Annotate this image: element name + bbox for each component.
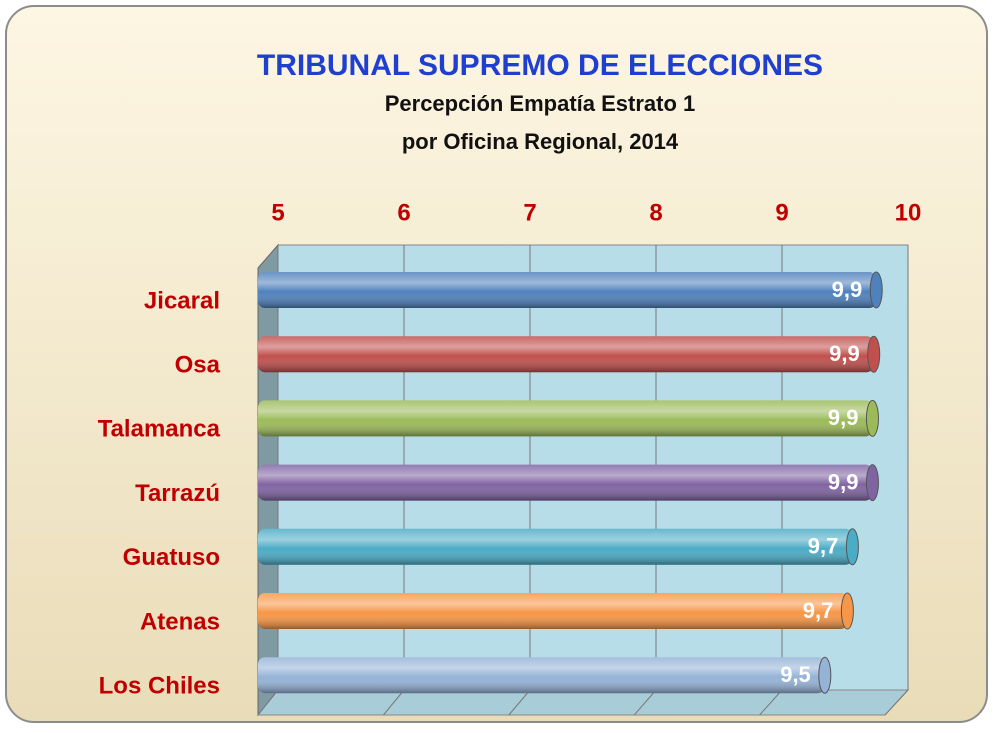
value-label: 9,5 [780,662,811,687]
x-tick-label: 5 [271,199,284,226]
x-tick-label: 6 [397,199,410,226]
grid-line [257,689,279,716]
bar-cap [865,464,879,502]
value-label: 9,9 [828,405,859,430]
grid-line [759,689,783,716]
bar-shine [258,272,877,308]
grid-line [508,689,531,716]
y-tick-label: Jicaral [144,287,220,314]
value-label: 9,7 [803,598,834,623]
bar-shine [258,593,848,629]
y-tick-label: Guatuso [123,544,220,571]
bar-shine [258,657,825,694]
y-tick-label: Talamanca [98,416,221,443]
x-tick-label: 10 [895,199,922,226]
bar-shine [258,400,873,437]
bar-cap [818,656,832,694]
value-label: 9,7 [808,534,839,559]
grid-line [633,689,657,716]
y-tick-label: Los Chiles [99,673,220,700]
bar-shine [258,464,873,501]
floor [256,689,910,716]
bar-cap [865,399,879,437]
bar-shine [258,336,874,373]
grid-line [884,689,909,716]
x-tick-label: 9 [775,199,788,226]
x-tick-label: 7 [523,199,536,226]
bar-cap [845,528,859,566]
value-label: 9,9 [829,341,860,366]
value-label: 9,9 [832,277,863,302]
bar-cap [840,592,854,630]
bar-cap [867,335,881,373]
bar-cap [869,271,883,309]
value-label: 9,9 [828,469,859,494]
bar-shine [258,528,853,565]
chart-subtitle: Percepción Empatía Estrato 1 [385,91,696,116]
grid-line [383,689,405,716]
x-tick-label: 8 [649,199,662,226]
chart-title: TRIBUNAL SUPREMO DE ELECCIONES [257,49,823,82]
y-tick-label: Atenas [140,608,220,635]
y-tick-label: Tarrazú [135,480,220,507]
y-tick-label: Osa [175,352,221,379]
chart-subtitle: por Oficina Regional, 2014 [402,129,679,154]
